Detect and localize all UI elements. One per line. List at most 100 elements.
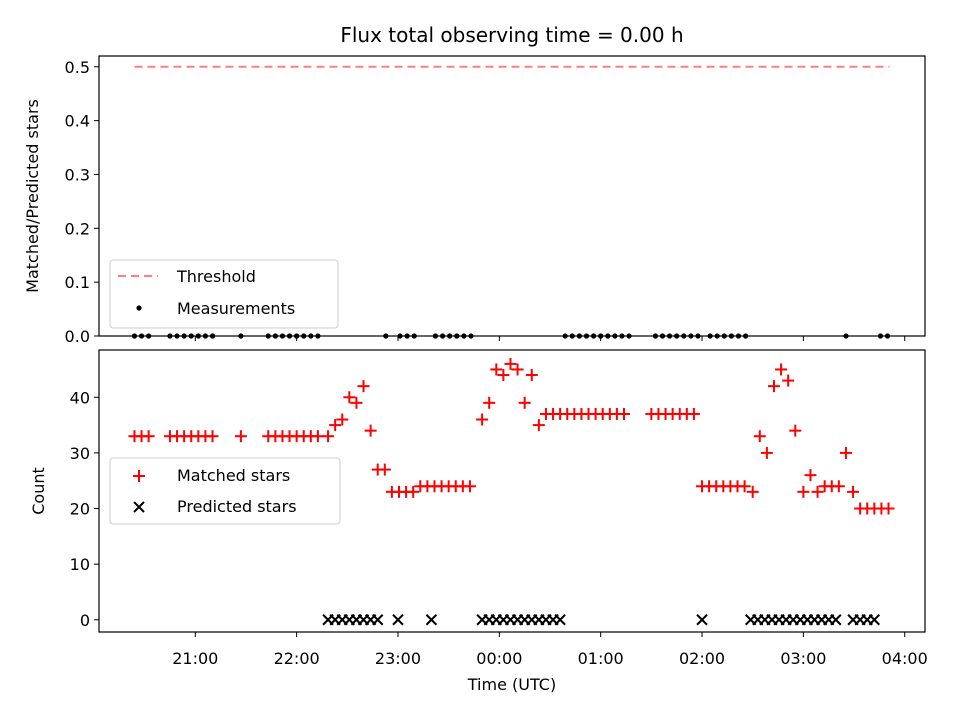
legend-threshold-label: Threshold <box>176 267 256 286</box>
legend-measurements-label: Measurements <box>177 299 295 318</box>
x-marker-b <box>133 501 145 513</box>
matched-star-marker <box>364 424 377 437</box>
bottom-y-axis-label: Count <box>29 467 48 515</box>
matched-star-marker <box>811 485 824 498</box>
matched-star-marker <box>336 413 349 426</box>
x-marker-b <box>696 614 708 626</box>
matched-star-marker <box>378 463 391 476</box>
bottom-x-ticks: 21:00 22:00 23:00 00:00 01:00 02:00 03:00 04:00 <box>172 632 928 668</box>
x-marker-b <box>868 614 881 626</box>
x-tick-label: 02:00 <box>679 649 725 668</box>
legend-predicted-label: Predicted stars <box>177 497 297 516</box>
matched-star-marker <box>311 430 324 443</box>
matched-star-marker <box>490 363 503 376</box>
predicted-star-markers <box>322 614 881 626</box>
x-marker-b <box>554 614 566 626</box>
matched-star-marker <box>350 396 363 409</box>
x-tick-label: 21:00 <box>172 649 218 668</box>
x-marker-b <box>392 614 404 626</box>
x-tick-label: 03:00 <box>780 649 826 668</box>
legend-matched-swatch <box>133 470 145 482</box>
matched-star-marker <box>753 430 766 443</box>
matched-star-marker <box>746 485 759 498</box>
matched-star-marker <box>687 407 700 420</box>
matched-star-marker <box>234 430 247 443</box>
matched-star-marker <box>483 396 496 409</box>
matched-star-marker <box>767 380 780 393</box>
x-tick-label: 00:00 <box>476 649 522 668</box>
legend-x <box>133 501 145 513</box>
predicted-star-marker <box>554 614 566 626</box>
bottom-y-ticks: 0 10 20 30 40 <box>70 388 99 630</box>
matched-star-marker <box>782 374 795 387</box>
x-tick-label: 01:00 <box>578 649 624 668</box>
chart-title: Flux total observing time = 0.00 h <box>340 23 683 47</box>
matched-star-marker <box>343 391 356 404</box>
matched-star-marker <box>525 369 538 382</box>
matched-star-marker <box>797 485 810 498</box>
predicted-star-marker <box>868 614 881 626</box>
matched-star-marker <box>839 446 852 459</box>
bottom-legend: Matched stars Predicted stars <box>109 457 341 525</box>
matched-star-marker <box>504 357 517 370</box>
matched-star-marker <box>322 430 335 443</box>
matched-star-marker <box>847 485 860 498</box>
y-tick-label: 20 <box>70 500 90 519</box>
matched-star-marker <box>407 485 420 498</box>
matched-star-marker <box>738 480 751 493</box>
top-legend-box <box>109 259 339 329</box>
y-tick-label: 30 <box>70 444 90 463</box>
y-tick-label: 0.2 <box>65 219 90 238</box>
x-marker-b <box>372 614 384 626</box>
top-axes-frame <box>98 55 926 337</box>
matched-star-marker <box>804 469 817 482</box>
matched-star-marker <box>476 413 489 426</box>
matched-star-marker <box>329 419 342 432</box>
y-tick-label: 0.1 <box>65 273 90 292</box>
x-marker-b <box>830 614 842 626</box>
matched-star-marker <box>832 480 845 493</box>
y-tick-label: 0.0 <box>65 327 90 346</box>
predicted-star-marker <box>425 614 438 626</box>
legend-matched-label: Matched stars <box>177 466 290 485</box>
legend-measurements-swatch <box>136 305 142 311</box>
y-tick-label: 0 <box>80 611 90 630</box>
bottom-axes-frame <box>98 349 926 633</box>
x-marker-b <box>425 614 438 626</box>
matched-star-marker <box>532 419 545 432</box>
matched-star-marker <box>357 380 370 393</box>
matched-star-marker <box>206 430 219 443</box>
x-tick-label: 23:00 <box>375 649 421 668</box>
predicted-star-marker <box>696 614 708 626</box>
predicted-star-marker <box>392 614 404 626</box>
matched-star-marker <box>142 430 155 443</box>
matched-star-marker <box>463 480 476 493</box>
y-tick-label: 10 <box>70 555 90 574</box>
y-tick-label: 0.3 <box>65 165 90 184</box>
top-y-ticks: 0.0 0.1 0.2 0.3 0.4 0.5 <box>65 58 99 346</box>
matched-star-marker <box>511 363 524 376</box>
y-tick-label: 0.4 <box>65 112 90 131</box>
x-axis-label: Time (UTC) <box>467 675 556 694</box>
legend-plus <box>133 470 145 482</box>
matched-star-marker <box>789 424 802 437</box>
matched-star-marker <box>882 502 895 515</box>
matched-star-marker <box>497 369 510 382</box>
top-x-ticks <box>194 336 906 341</box>
top-legend: Threshold Measurements <box>109 259 339 329</box>
y-tick-label: 0.5 <box>65 58 90 77</box>
matched-star-marker <box>617 407 630 420</box>
bottom-subplot: 0 10 20 30 40 21:00 22:00 23:00 00:00 01:00 02:00… <box>29 349 928 694</box>
matched-star-marker <box>518 396 531 409</box>
predicted-star-marker <box>830 614 842 626</box>
x-tick-label: 22:00 <box>274 649 320 668</box>
bottom-legend-box <box>109 457 341 525</box>
matched-star-markers <box>128 357 895 515</box>
matched-star-marker <box>760 446 773 459</box>
predicted-star-marker <box>372 614 384 626</box>
top-subplot: Flux total observing time = 0.00 h 0.00.… <box>23 23 926 346</box>
matched-star-marker <box>775 363 788 376</box>
x-tick-label: 04:00 <box>882 649 928 668</box>
legend-predicted-swatch <box>133 501 145 513</box>
